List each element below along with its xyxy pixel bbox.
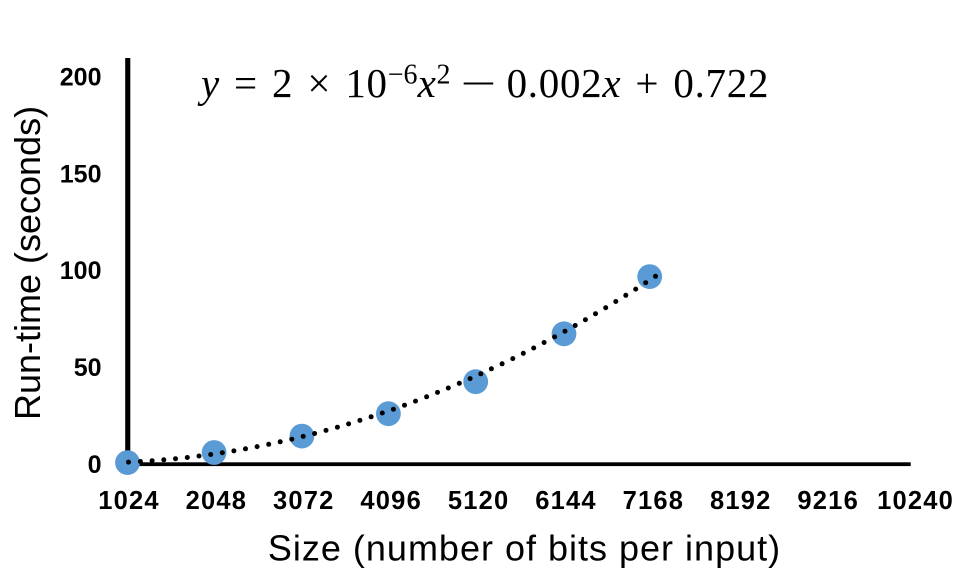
svg-text:150: 150 [60, 160, 102, 188]
svg-text:Run-time (seconds): Run-time (seconds) [7, 106, 48, 420]
svg-text:6144: 6144 [535, 487, 597, 515]
svg-text:10240: 10240 [877, 487, 954, 515]
svg-text:4096: 4096 [360, 487, 422, 515]
svg-text:2048: 2048 [186, 487, 248, 515]
svg-text:0: 0 [88, 451, 102, 479]
svg-text:100: 100 [60, 257, 102, 285]
svg-text:9216: 9216 [797, 487, 859, 515]
svg-text:5120: 5120 [448, 487, 510, 515]
svg-text:50: 50 [74, 354, 102, 382]
svg-text:200: 200 [60, 64, 102, 92]
svg-text:Size (number of bits per input: Size (number of bits per input) [268, 528, 781, 569]
svg-text:1024: 1024 [98, 487, 160, 515]
svg-text:8192: 8192 [710, 487, 772, 515]
svg-text:7168: 7168 [623, 487, 685, 515]
svg-text:3072: 3072 [273, 487, 335, 515]
